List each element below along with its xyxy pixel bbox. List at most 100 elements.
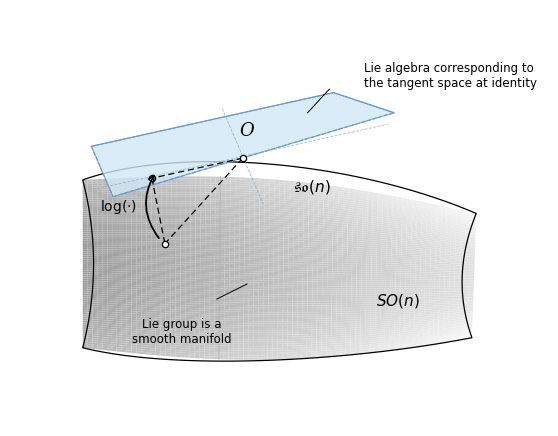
Polygon shape [263,346,268,348]
Polygon shape [98,271,102,273]
Polygon shape [441,220,446,222]
Polygon shape [146,279,151,281]
Polygon shape [298,288,302,290]
Polygon shape [209,325,214,327]
Polygon shape [195,254,200,256]
Polygon shape [321,336,326,338]
Polygon shape [190,321,195,324]
Polygon shape [299,197,304,200]
Polygon shape [274,222,279,225]
Polygon shape [337,269,342,272]
Polygon shape [107,318,112,321]
Polygon shape [434,323,439,325]
Polygon shape [224,268,229,270]
Polygon shape [338,191,343,194]
Polygon shape [283,263,288,266]
Polygon shape [93,247,98,249]
Polygon shape [453,338,458,341]
Polygon shape [166,336,170,338]
Polygon shape [249,305,253,307]
Polygon shape [299,200,304,202]
Polygon shape [220,245,225,248]
Polygon shape [136,336,141,338]
Polygon shape [200,265,205,268]
Polygon shape [102,275,107,277]
Polygon shape [453,337,458,339]
Polygon shape [200,252,205,254]
Polygon shape [460,262,465,264]
Polygon shape [151,259,156,262]
Polygon shape [185,253,190,256]
Polygon shape [166,237,171,239]
Polygon shape [117,297,122,300]
Polygon shape [360,315,365,317]
Polygon shape [263,326,268,328]
Polygon shape [185,319,190,321]
Polygon shape [386,255,391,258]
Polygon shape [372,222,377,225]
Polygon shape [268,324,273,326]
Polygon shape [406,255,411,257]
Polygon shape [318,271,323,273]
Polygon shape [176,253,181,255]
Polygon shape [352,262,357,264]
Polygon shape [132,296,137,298]
Polygon shape [102,328,107,331]
Polygon shape [338,235,343,238]
Polygon shape [137,248,142,250]
Polygon shape [219,304,224,307]
Polygon shape [371,324,375,327]
Polygon shape [373,196,378,199]
Polygon shape [317,308,322,310]
Polygon shape [209,334,214,336]
Polygon shape [410,288,415,290]
Polygon shape [282,341,287,344]
Polygon shape [352,268,357,270]
Polygon shape [102,204,107,207]
Polygon shape [312,286,318,288]
Polygon shape [461,230,466,232]
Polygon shape [321,353,326,355]
Polygon shape [419,327,424,330]
Polygon shape [409,340,413,342]
Polygon shape [195,328,200,331]
Polygon shape [336,351,340,354]
Polygon shape [88,283,93,285]
Polygon shape [460,238,465,240]
Polygon shape [142,181,147,184]
Polygon shape [244,300,249,303]
Polygon shape [372,252,377,255]
Polygon shape [284,203,289,205]
Polygon shape [453,314,458,316]
Polygon shape [389,332,395,335]
Polygon shape [307,323,312,325]
Polygon shape [219,298,224,300]
Polygon shape [161,177,166,179]
Polygon shape [170,325,175,327]
Polygon shape [302,286,307,288]
Polygon shape [317,325,321,327]
Polygon shape [249,269,254,271]
Polygon shape [146,295,151,297]
Polygon shape [263,296,268,299]
Polygon shape [297,347,302,350]
Polygon shape [196,211,200,213]
Polygon shape [455,250,460,252]
Polygon shape [292,321,297,324]
Polygon shape [283,243,288,245]
Polygon shape [313,247,318,249]
Polygon shape [245,182,250,185]
Polygon shape [142,252,146,255]
Polygon shape [353,189,358,192]
Polygon shape [235,180,240,182]
Polygon shape [151,330,156,333]
Polygon shape [166,284,171,287]
Polygon shape [297,343,302,345]
Polygon shape [416,239,421,242]
Polygon shape [431,223,436,226]
Polygon shape [122,276,127,278]
Polygon shape [253,328,258,330]
Polygon shape [400,289,405,290]
Polygon shape [156,286,161,289]
Polygon shape [400,330,404,332]
